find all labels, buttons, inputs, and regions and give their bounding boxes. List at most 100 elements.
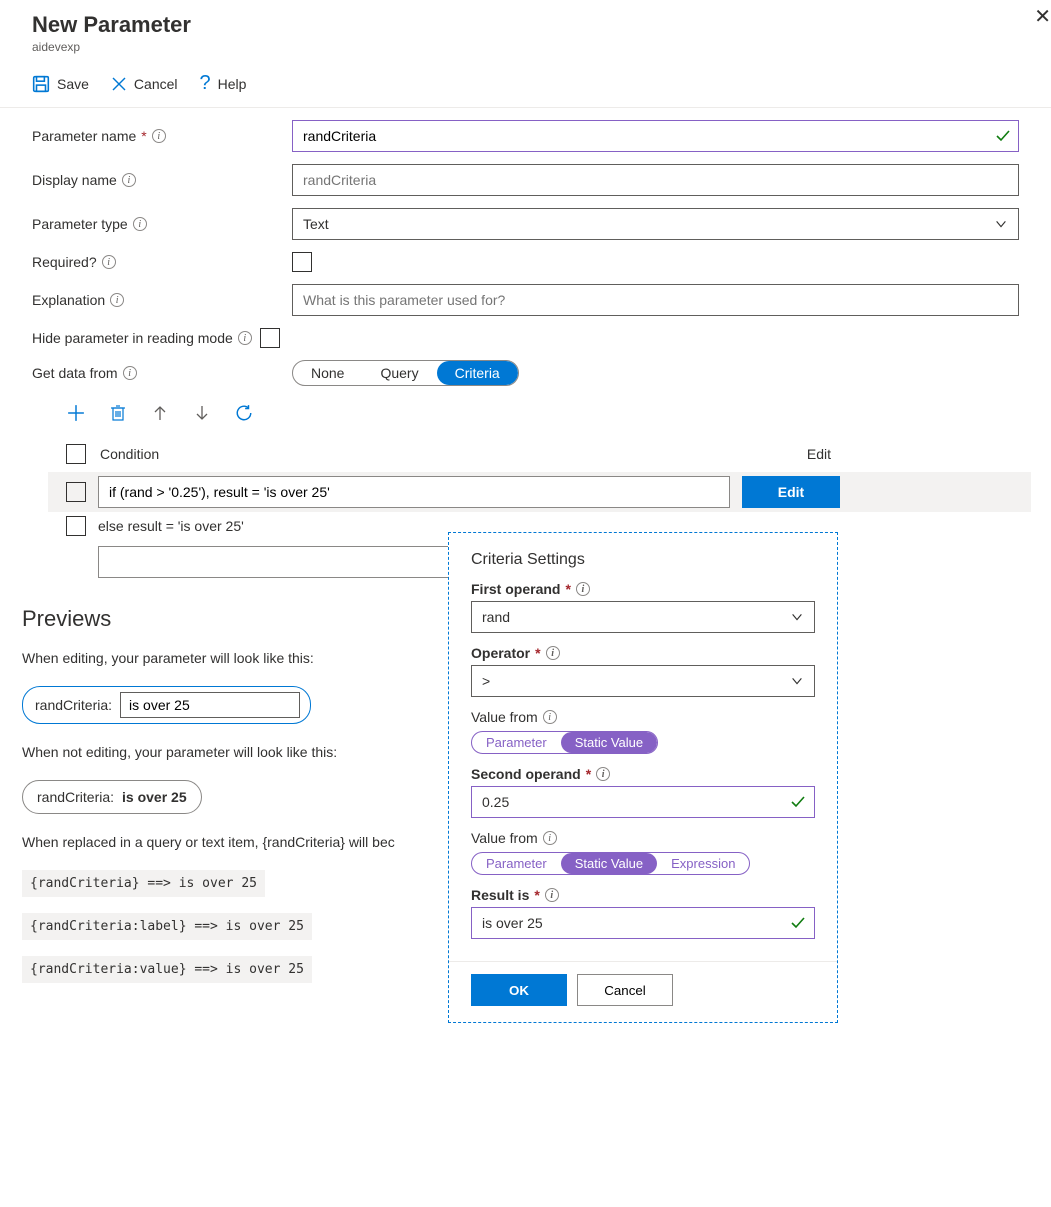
criteria-header-row: Condition Edit [48,436,1031,472]
row-checkbox[interactable] [66,482,86,502]
preview-pill-label: randCriteria: [35,697,112,713]
panel-title: New Parameter [32,12,1019,38]
row-checkbox[interactable] [66,516,86,536]
value-from-pills-1: Parameter Static Value [471,731,658,754]
required-label: Required? i [32,254,292,270]
refresh-icon[interactable] [234,404,254,422]
valid-check-icon [790,794,806,810]
row-parameter-type: Parameter type i Text [32,208,1019,240]
preview-static-pill: randCriteria: is over 25 [22,780,202,814]
save-icon [32,75,50,93]
add-icon[interactable] [66,404,86,422]
operator-label: Operator * i [471,645,815,661]
edit-column-header: Edit [807,446,831,462]
info-icon[interactable]: i [546,646,560,660]
popup-cancel-button[interactable]: Cancel [577,974,673,1006]
edit-criteria-button[interactable]: Edit [742,476,840,508]
condition-column-header: Condition [100,446,159,462]
save-button[interactable]: Save [32,72,89,95]
condition-text-2: else result = 'is over 25' [98,518,244,534]
popup-title: Criteria Settings [471,551,815,569]
result-label: Result is * i [471,887,815,903]
info-icon[interactable]: i [543,710,557,724]
cancel-label: Cancel [134,76,178,92]
info-icon[interactable]: i [122,173,136,187]
result-input[interactable]: is over 25 [471,907,815,939]
row-get-data-from: Get data from i None Query Criteria [32,360,1019,386]
info-icon[interactable]: i [576,582,590,596]
save-label: Save [57,76,89,92]
parameter-name-field-wrap [292,120,1019,152]
required-checkbox[interactable] [292,252,312,272]
parameter-type-select[interactable]: Text [292,208,1019,240]
chevron-down-icon [790,610,804,624]
preview-code-2: {randCriteria:label} ==> is over 25 [22,913,312,940]
value-from-label-2: Value from i [471,830,815,846]
help-label: Help [218,76,247,92]
parameter-form: Parameter name * i Display name i Parame… [0,108,1051,386]
explanation-label: Explanation i [32,292,292,308]
cancel-icon [111,76,127,92]
preview-pill-input[interactable] [120,692,300,718]
pill-parameter-1[interactable]: Parameter [472,732,561,753]
delete-icon[interactable] [108,404,128,422]
info-icon[interactable]: i [543,831,557,845]
info-icon[interactable]: i [238,331,252,345]
cancel-button[interactable]: Cancel [111,72,178,95]
toolbar: Save Cancel ? Help [0,62,1051,108]
get-data-from-label: Get data from i [32,365,292,381]
preview-editing-pill: randCriteria: [22,686,311,724]
pill-static-value-1[interactable]: Static Value [561,732,657,753]
required-asterisk: * [141,128,146,144]
pill-query[interactable]: Query [362,361,436,385]
close-icon[interactable]: ✕ [1034,4,1051,29]
preview-code-3: {randCriteria:value} ==> is over 25 [22,956,312,983]
preview-code-1: {randCriteria} ==> is over 25 [22,870,265,897]
display-name-label: Display name i [32,172,292,188]
first-operand-select[interactable]: rand [471,601,815,633]
second-operand-label: Second operand * i [471,766,815,782]
criteria-action-bar [48,404,1031,432]
condition-input-1[interactable] [98,476,730,508]
pill-criteria[interactable]: Criteria [437,361,518,385]
info-icon[interactable]: i [152,129,166,143]
valid-check-icon [995,128,1011,144]
info-icon[interactable]: i [123,366,137,380]
display-name-input[interactable] [292,164,1019,196]
chevron-down-icon [790,674,804,688]
criteria-row-1: Edit [48,472,1031,512]
pill-parameter-2[interactable]: Parameter [472,853,561,874]
first-operand-label: First operand * i [471,581,815,597]
info-icon[interactable]: i [133,217,147,231]
second-operand-input[interactable]: 0.25 [471,786,815,818]
valid-check-icon [790,915,806,931]
info-icon[interactable]: i [596,767,610,781]
move-up-icon[interactable] [150,404,170,422]
row-explanation: Explanation i [32,284,1019,316]
info-icon[interactable]: i [545,888,559,902]
row-display-name: Display name i [32,164,1019,196]
move-down-icon[interactable] [192,404,212,422]
pill-none[interactable]: None [293,361,362,385]
hide-parameter-label: Hide parameter in reading mode i [32,330,252,346]
value-from-label-1: Value from i [471,709,815,725]
row-parameter-name: Parameter name * i [32,120,1019,152]
preview-static-value: is over 25 [122,789,187,805]
data-source-pills: None Query Criteria [292,360,519,386]
hide-parameter-checkbox[interactable] [260,328,280,348]
pill-static-value-2[interactable]: Static Value [561,853,657,874]
info-icon[interactable]: i [102,255,116,269]
panel-subtitle: aidevexp [32,40,1019,54]
ok-button[interactable]: OK [471,974,567,1006]
parameter-type-label: Parameter type i [32,216,292,232]
info-icon[interactable]: i [110,293,124,307]
explanation-input[interactable] [292,284,1019,316]
pill-expression[interactable]: Expression [657,853,749,874]
value-from-pills-2: Parameter Static Value Expression [471,852,750,875]
operator-select[interactable]: > [471,665,815,697]
help-button[interactable]: ? Help [200,72,247,95]
panel-header: New Parameter aidevexp [0,8,1051,62]
select-all-checkbox[interactable] [66,444,86,464]
parameter-name-label: Parameter name * i [32,128,292,144]
parameter-name-input[interactable] [292,120,1019,152]
